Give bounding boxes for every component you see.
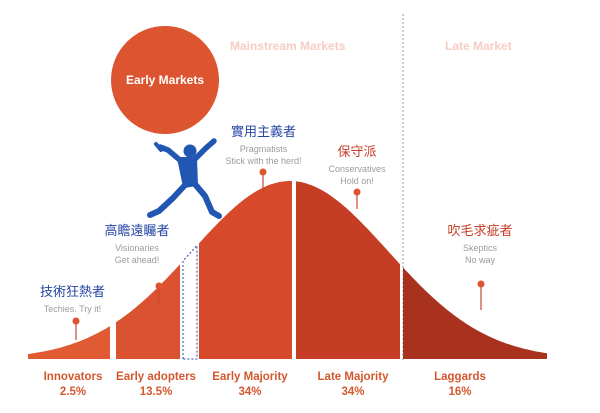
early-adopters-cn: 高瞻遠矚者 [104,224,170,239]
pin-laggards [477,280,485,310]
early-majority-pct: 34% [238,386,262,398]
laggards-en2: No way [464,255,495,265]
segment-early-adopters [116,264,180,359]
innovators-name: Innovators [43,371,103,383]
innovators-cn: 技術狂熱者 [40,285,106,300]
innovators-pct: 2.5% [59,386,87,398]
segment-early-majority [199,181,292,359]
chasm-gap [182,244,198,360]
laggards-name: Laggards [434,371,486,383]
group-early-majority-label: 實用主義者 Pragmatists Stick with the herd! [216,121,311,167]
early-markets-label: Early Markets [125,73,205,87]
pin-innovators [72,317,80,340]
late-majority-name: Late Majority [317,371,389,383]
late-majority-en1: Conservatives [328,164,386,174]
early-majority-cn: 實用主義者 [230,125,296,140]
innovators-en: Techies. Try it! [43,304,102,314]
laggards-en1: Skeptics [462,243,497,253]
group-late-majority-label: 保守派 Conservatives Hold on! [322,141,392,187]
segment-early-majority-caption: Early Majority 34% [200,371,300,398]
pin-late-majority [353,188,361,209]
laggards-pct: 16% [448,386,472,398]
early-adopters-en2: Get ahead! [114,255,160,265]
pin-early-adopters [155,282,163,305]
segment-innovators [28,326,110,359]
early-majority-name: Early Majority [212,371,288,383]
laggards-cn: 吹毛求疵者 [447,224,513,239]
group-early-adopters-label: 高瞻遠矚者 Visionaries Get ahead! [102,220,172,266]
segment-late-majority [296,181,400,359]
mainstream-markets-label: Mainstream Markets [230,39,346,53]
late-majority-pct: 34% [341,386,365,398]
late-market-label: Late Market [445,39,512,53]
late-majority-cn: 保守派 [337,145,377,160]
early-markets-circle [111,26,219,134]
early-majority-en2: Stick with the herd! [225,156,302,166]
segment-early-adopters-caption: Early adopters 13.5% [106,371,206,398]
early-majority-en1: Pragmatists [239,144,288,154]
jumping-figure-icon [147,138,222,219]
group-innovators-label: 技術狂熱者 Techies. Try it! [40,281,105,315]
segment-late-majority-caption: Late Majority 34% [303,371,403,398]
early-adopters-name: Early adopters [116,371,196,383]
segment-laggards-caption: Laggards 16% [415,371,505,398]
late-majority-en2: Hold on! [340,176,374,186]
segment-innovators-caption: Innovators 2.5% [30,371,116,398]
early-adopters-en1: Visionaries [115,243,159,253]
group-laggards-label: 吹毛求疵者 Skeptics No way [444,220,516,266]
early-adopters-pct: 13.5% [139,386,173,398]
segment-laggards [403,267,547,359]
pin-early-majority [259,168,267,193]
